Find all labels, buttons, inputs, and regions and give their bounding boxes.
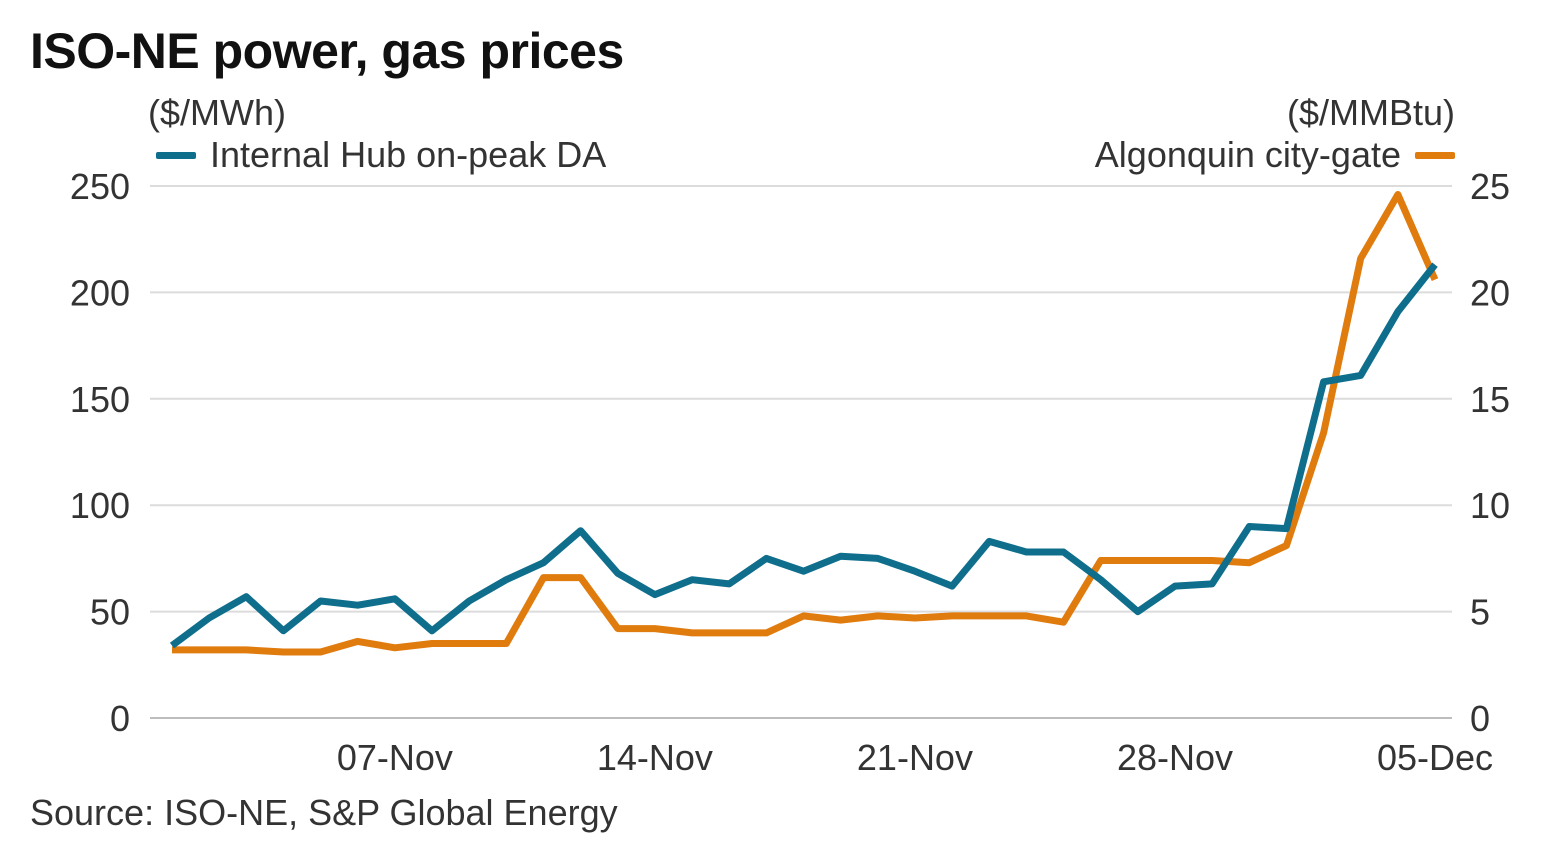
x-axis-tick-label: 05-Dec	[1377, 737, 1493, 778]
left-axis-tick-label: 0	[110, 698, 130, 739]
series-line-algonquin	[172, 191, 1439, 656]
left-axis-tick-label: 250	[70, 166, 130, 207]
gridlines	[150, 185, 1452, 719]
right-axis-tick-label: 0	[1470, 698, 1490, 739]
legend-label-internal-hub: Internal Hub on-peak DA	[210, 134, 607, 175]
legend-internal-hub: Internal Hub on-peak DA	[156, 134, 606, 176]
right-axis-tick-label: 5	[1470, 592, 1490, 633]
left-axis-unit: ($/MWh)	[148, 92, 286, 133]
series-lines	[169, 191, 1439, 656]
x-axis-tick-label: 07-Nov	[337, 737, 453, 778]
right-axis-unit: ($/MMBtu)	[1286, 92, 1455, 133]
left-axis-ticks: 0 50 100 150 200 250	[70, 166, 130, 739]
x-axis-ticks: 07-Nov 14-Nov 21-Nov 28-Nov 05-Dec	[337, 737, 1493, 778]
x-axis-tick-label: 14-Nov	[597, 737, 713, 778]
chart-title: ISO-NE power, gas prices	[30, 23, 624, 79]
left-axis-tick-label: 100	[70, 485, 130, 526]
series-line-internal-hub	[169, 262, 1438, 649]
right-axis-tick-label: 10	[1470, 485, 1510, 526]
x-axis-tick-label: 28-Nov	[1117, 737, 1233, 778]
legend-label-algonquin: Algonquin city-gate	[1094, 134, 1401, 175]
right-axis-tick-label: 20	[1470, 272, 1510, 313]
right-axis-tick-label: 15	[1470, 379, 1510, 420]
left-axis-tick-label: 150	[70, 379, 130, 420]
left-axis-tick-label: 50	[90, 592, 130, 633]
source-note: Source: ISO-NE, S&P Global Energy	[30, 792, 618, 833]
legend-swatch-internal-hub	[156, 151, 196, 159]
left-axis-tick-label: 200	[70, 272, 130, 313]
legend-algonquin: Algonquin city-gate	[1095, 134, 1455, 176]
x-axis-tick-label: 21-Nov	[857, 737, 973, 778]
right-axis-ticks: 0 5 10 15 20 25	[1470, 166, 1510, 739]
right-axis-tick-label: 25	[1470, 166, 1510, 207]
legend-swatch-algonquin	[1415, 151, 1455, 159]
